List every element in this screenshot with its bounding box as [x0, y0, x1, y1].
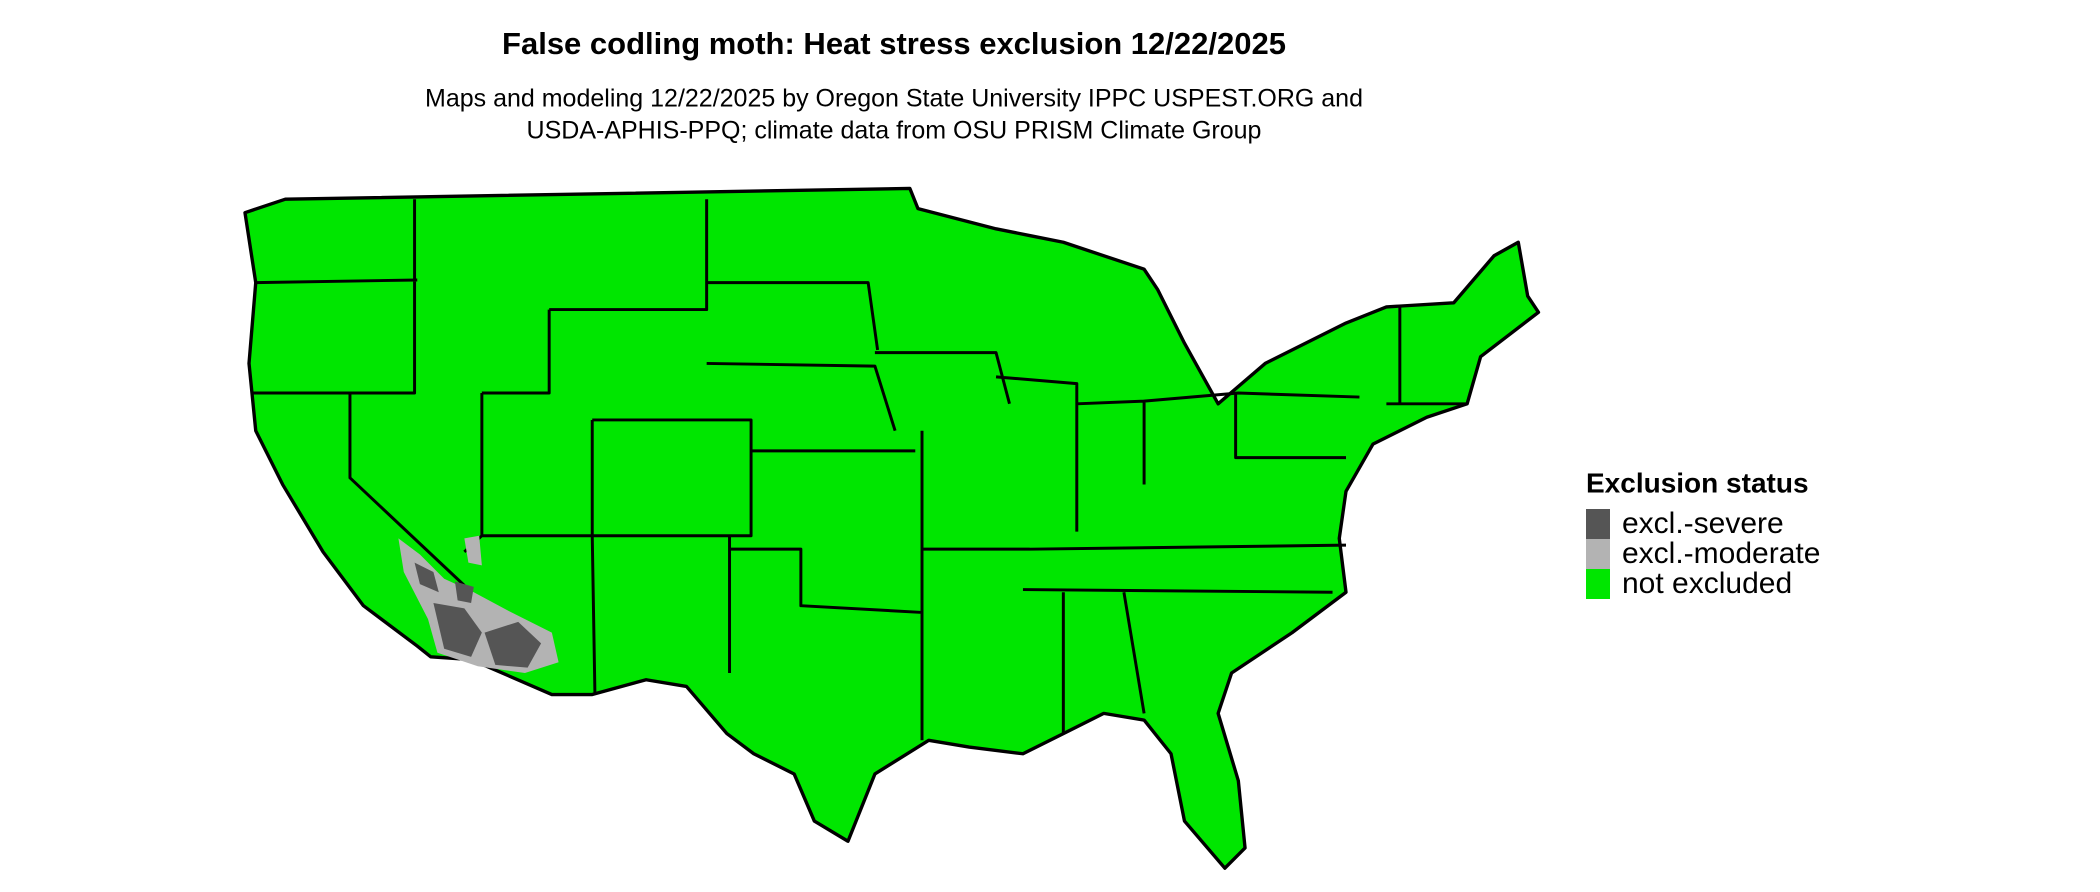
- severe-zone: [484, 621, 542, 668]
- map-subtitle: Maps and modeling 12/22/2025 by Oregon S…: [425, 85, 1363, 113]
- severe-zone: [454, 581, 474, 604]
- legend-label: not excluded: [1622, 567, 1792, 600]
- us-map: [243, 186, 1541, 870]
- legend-label: excl.-severe: [1622, 507, 1784, 540]
- legend-swatch: [1586, 509, 1610, 539]
- map-title: False codling moth: Heat stress exclusio…: [502, 26, 1286, 61]
- severe-zone: [433, 603, 482, 657]
- legend-swatch: [1586, 569, 1610, 599]
- severe-zone: [414, 562, 439, 593]
- state-borders: [253, 199, 1468, 741]
- legend-title: Exclusion status: [1586, 467, 1809, 498]
- exclusion-zones: [398, 535, 559, 673]
- moderate-zone: [464, 535, 482, 566]
- us-outline: [243, 186, 1541, 870]
- legend: Exclusion status excl.-severeexcl.-moder…: [1586, 467, 1820, 600]
- legend-swatch: [1586, 539, 1610, 569]
- legend-label: excl.-moderate: [1622, 537, 1820, 570]
- map-subtitle: USDA-APHIS-PPQ; climate data from OSU PR…: [527, 117, 1262, 145]
